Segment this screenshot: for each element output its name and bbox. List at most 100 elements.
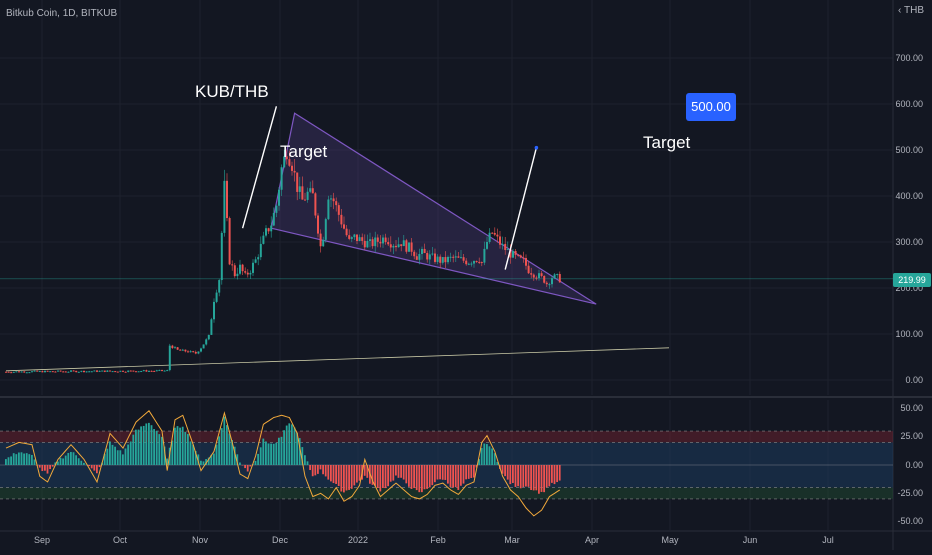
candle-body <box>527 265 530 274</box>
histogram-bar <box>532 465 535 491</box>
histogram-bar <box>413 465 415 489</box>
time-tick-label: Nov <box>192 535 209 545</box>
histogram-bar <box>405 465 408 484</box>
histogram-bar <box>218 436 220 465</box>
candle-body <box>460 257 462 259</box>
candle-body <box>25 372 28 374</box>
candle-body <box>369 239 371 241</box>
candle-body <box>223 180 226 233</box>
candle-body <box>538 273 540 279</box>
candle-body <box>517 254 520 256</box>
histogram-bar <box>493 453 496 465</box>
histogram-bar <box>228 433 231 465</box>
candle-body <box>267 228 270 232</box>
candle-body <box>548 284 551 286</box>
histogram-bar <box>90 465 93 469</box>
candle-body <box>332 198 335 202</box>
histogram-bar <box>122 454 124 465</box>
candle-body <box>168 345 171 371</box>
histogram-bar <box>44 465 46 471</box>
histogram-bar <box>210 454 213 465</box>
oversold-band <box>0 487 893 499</box>
candle-body <box>83 370 85 373</box>
histogram-bar <box>311 465 314 477</box>
candle-body <box>366 240 369 248</box>
candle-body <box>452 256 455 258</box>
candle-body <box>473 261 475 264</box>
histogram-bar <box>233 446 236 465</box>
candle-body <box>124 371 127 373</box>
histogram-bar <box>150 425 153 465</box>
histogram-bar <box>517 465 519 487</box>
histogram-bar <box>509 465 512 485</box>
histogram-bar <box>223 416 226 465</box>
histogram-bar <box>88 465 90 467</box>
histogram-bar <box>363 465 366 476</box>
histogram-bar <box>184 431 187 465</box>
histogram-bar <box>220 428 223 465</box>
candle-body <box>137 371 140 373</box>
target-label-right: Target <box>643 133 691 152</box>
histogram-bar <box>140 426 142 465</box>
candle-body <box>350 237 353 239</box>
currency-label[interactable]: ‹ THB <box>898 5 924 16</box>
candle-body <box>387 242 390 245</box>
candle-body <box>93 370 96 372</box>
candle-body <box>49 371 52 373</box>
candle-body <box>532 274 535 278</box>
candle-body <box>353 234 356 238</box>
histogram-bar <box>116 450 119 465</box>
candle-body <box>10 372 13 374</box>
histogram-bar <box>332 465 335 484</box>
histogram-bar <box>449 465 452 487</box>
candle-body <box>322 239 325 247</box>
candle-body <box>181 349 184 351</box>
candle-body <box>291 165 293 171</box>
target-price-box[interactable]: 500.00 <box>686 93 736 121</box>
candle-body <box>499 236 501 245</box>
candle-body <box>402 240 405 247</box>
histogram-bar <box>545 465 548 488</box>
candle-body <box>431 253 434 255</box>
candle-body <box>33 370 36 372</box>
candle-body <box>171 345 174 349</box>
candle-body <box>319 233 322 247</box>
candle-body <box>202 344 205 349</box>
candle-body <box>166 370 169 372</box>
candle-body <box>254 259 257 263</box>
candle-body <box>80 370 83 372</box>
candle-body <box>491 232 494 234</box>
histogram-bar <box>293 427 296 465</box>
candle-body <box>382 237 384 244</box>
price-tick-label: 600.00 <box>895 99 923 109</box>
histogram-bar <box>163 446 166 465</box>
histogram-bar <box>319 465 322 470</box>
histogram-bar <box>330 465 332 482</box>
histogram-bar <box>522 465 525 488</box>
candle-body <box>493 233 496 235</box>
histogram-bar <box>192 444 194 465</box>
candle-body <box>179 349 182 351</box>
histogram-bar <box>254 460 257 465</box>
candle-body <box>397 244 400 248</box>
candle-body <box>150 370 153 372</box>
candle-body <box>85 371 88 373</box>
candle-body <box>129 370 132 372</box>
candle-body <box>257 257 260 260</box>
histogram-bar <box>77 458 80 465</box>
histogram-bar <box>244 465 246 469</box>
candle-body <box>522 257 525 259</box>
histogram-bar <box>148 422 150 465</box>
candle-body <box>556 274 559 276</box>
candle-body <box>213 301 215 320</box>
histogram-bar <box>382 465 384 488</box>
candle-body <box>467 263 470 265</box>
histogram-bar <box>166 458 168 465</box>
histogram-bar <box>189 441 192 465</box>
candle-body <box>148 370 150 372</box>
histogram-bar <box>270 443 272 465</box>
histogram-bar <box>46 465 49 474</box>
